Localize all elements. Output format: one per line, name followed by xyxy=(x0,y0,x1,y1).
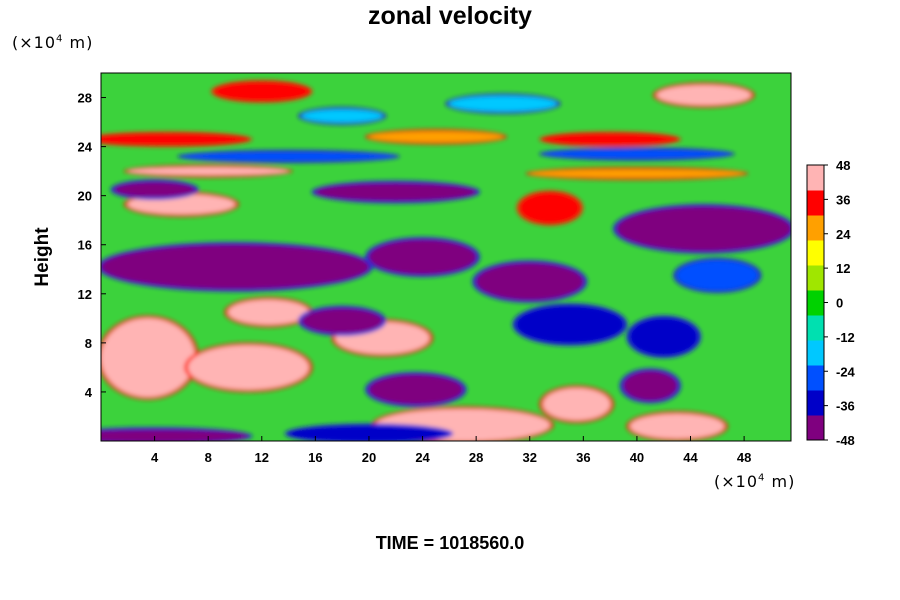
x-tick-label: 28 xyxy=(469,450,483,465)
x-tick-label: 4 xyxy=(151,450,159,465)
time-label: TIME = 1018560.0 xyxy=(375,533,525,553)
colorbar-segment xyxy=(807,415,824,441)
colorbar-segment xyxy=(807,215,824,241)
velocity-feature xyxy=(114,182,195,197)
colorbar-tick-label: -12 xyxy=(836,330,855,345)
velocity-feature xyxy=(529,169,745,178)
y-tick-label: 16 xyxy=(78,238,92,253)
velocity-feature xyxy=(623,371,678,401)
x-axis-unit: (×104 m) xyxy=(714,472,796,491)
colorbar-tick-label: -24 xyxy=(836,364,856,379)
velocity-feature xyxy=(616,206,791,251)
x-tick-label: 20 xyxy=(362,450,376,465)
x-tick-label: 44 xyxy=(683,450,698,465)
x-tick-label: 32 xyxy=(523,450,537,465)
velocity-feature xyxy=(543,388,611,421)
colorbar-tick-label: 24 xyxy=(836,227,851,242)
y-tick-label: 12 xyxy=(78,287,92,302)
velocity-feature xyxy=(368,239,477,275)
colorbar-tick-label: 12 xyxy=(836,261,850,276)
velocity-feature xyxy=(543,134,678,145)
velocity-feature xyxy=(368,374,463,405)
colorbar-segment xyxy=(807,290,824,316)
colorbar-segment xyxy=(807,190,824,216)
velocity-feature xyxy=(127,167,289,175)
colorbar: 48 36 24 12 0 -12 -24 -36 -48 xyxy=(806,158,856,448)
velocity-feature xyxy=(520,193,580,223)
colorbar-segment xyxy=(807,315,824,341)
x-tick-label: 8 xyxy=(205,450,212,465)
colorbar-segment xyxy=(807,390,824,416)
velocity-feature xyxy=(101,244,369,289)
velocity-feature xyxy=(301,109,383,123)
velocity-feature xyxy=(516,306,624,343)
x-tick-label: 24 xyxy=(415,450,430,465)
velocity-feature xyxy=(181,152,396,161)
velocity-feature xyxy=(188,345,309,390)
colorbar-tick-label: -48 xyxy=(836,433,855,448)
velocity-feature xyxy=(476,263,584,300)
colorbar-segment xyxy=(807,265,824,291)
colorbar-segment xyxy=(807,340,824,366)
colorbar-segment xyxy=(807,240,824,266)
colorbar-tick-label: 0 xyxy=(836,296,843,311)
velocity-feature xyxy=(630,318,698,356)
y-tick-label: 20 xyxy=(78,189,92,204)
velocity-feature xyxy=(315,183,477,201)
velocity-feature xyxy=(101,429,249,441)
heatmap-field xyxy=(100,72,792,442)
y-axis-unit: (×104 m) xyxy=(12,33,94,52)
colorbar-tick-label: -36 xyxy=(836,399,855,414)
plot-frame xyxy=(100,72,792,442)
x-tick-label: 16 xyxy=(308,450,322,465)
velocity-feature xyxy=(214,82,309,100)
velocity-feature xyxy=(630,414,725,439)
x-tick-label: 12 xyxy=(255,450,269,465)
velocity-feature xyxy=(368,131,503,142)
y-tick-label: 24 xyxy=(78,140,93,155)
velocity-feature xyxy=(543,150,731,158)
velocity-feature xyxy=(101,134,249,145)
velocity-feature xyxy=(657,85,751,105)
y-tick-label: 8 xyxy=(85,336,92,351)
colorbar-segment xyxy=(807,165,824,191)
velocity-feature xyxy=(288,426,450,441)
x-tick-label: 40 xyxy=(630,450,644,465)
velocity-feature xyxy=(677,260,758,291)
colorbar-tick-label: 36 xyxy=(836,192,850,207)
velocity-feature xyxy=(101,318,195,397)
y-tick-label: 28 xyxy=(78,91,92,106)
colorbar-segment xyxy=(807,365,824,391)
velocity-feature xyxy=(228,299,309,325)
x-tick-label: 48 xyxy=(737,450,751,465)
y-tick-label: 4 xyxy=(85,385,93,400)
velocity-feature xyxy=(301,308,383,334)
x-tick-label: 36 xyxy=(576,450,590,465)
chart-title: zonal velocity xyxy=(368,2,532,30)
velocity-feature xyxy=(449,96,557,112)
colorbar-tick-label: 48 xyxy=(836,158,850,173)
